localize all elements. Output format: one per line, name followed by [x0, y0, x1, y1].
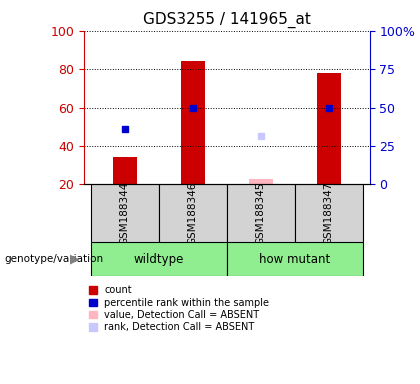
Bar	[249, 179, 273, 184]
Text: GSM188346: GSM188346	[188, 181, 198, 245]
Text: GSM188347: GSM188347	[324, 181, 334, 245]
Text: GSM188344: GSM188344	[120, 181, 130, 245]
Bar	[113, 157, 136, 184]
Bar	[181, 61, 205, 184]
Bar	[317, 73, 341, 184]
Text: genotype/variation: genotype/variation	[4, 254, 103, 264]
Text: GSM188345: GSM188345	[256, 181, 266, 245]
Bar	[159, 184, 227, 242]
Legend: count, percentile rank within the sample, value, Detection Call = ABSENT, rank, : count, percentile rank within the sample…	[89, 285, 269, 333]
Title: GDS3255 / 141965_at: GDS3255 / 141965_at	[143, 12, 311, 28]
Text: wildtype: wildtype	[134, 253, 184, 266]
Bar	[227, 184, 295, 242]
Text: how mutant: how mutant	[259, 253, 331, 266]
Bar	[91, 242, 227, 276]
Bar	[91, 184, 159, 242]
Bar	[295, 184, 363, 242]
Bar	[227, 242, 363, 276]
Text: ▶: ▶	[70, 253, 80, 266]
